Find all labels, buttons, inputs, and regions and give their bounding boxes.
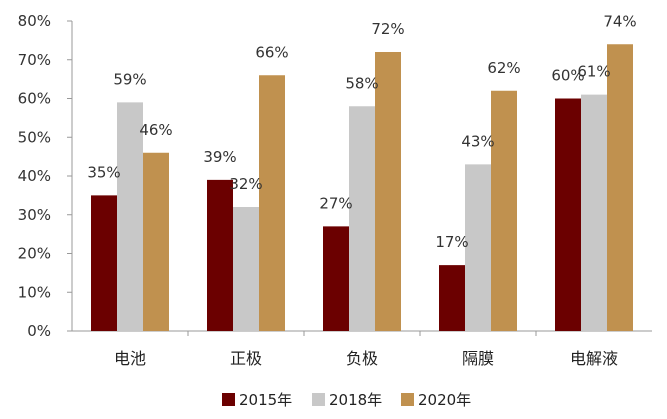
data-label: 27% <box>319 194 352 212</box>
legend-swatch-0 <box>222 393 235 406</box>
y-axis: 0% 10% 20% 30% 40% 50% 60% 70% 80% <box>18 12 73 340</box>
data-label: 58% <box>345 74 378 92</box>
bar-0-2 <box>323 226 349 331</box>
data-label: 74% <box>603 12 636 30</box>
bar-1-1 <box>233 207 259 331</box>
bar-0-4 <box>555 98 581 331</box>
legend-swatch-1 <box>312 393 325 406</box>
data-label: 72% <box>371 20 404 38</box>
bar-1-4 <box>581 94 607 331</box>
data-label: 59% <box>113 70 146 88</box>
bar-0-3 <box>439 265 465 331</box>
data-label: 46% <box>139 121 172 139</box>
y-tick-label: 10% <box>18 283 51 301</box>
bar-1-3 <box>465 164 491 331</box>
x-category-label: 正极 <box>230 349 262 368</box>
legend-label: 2020年 <box>418 391 471 409</box>
bar-1-2 <box>349 106 375 331</box>
x-category-label: 隔膜 <box>462 349 494 368</box>
x-axis: 电池 正极 负极 隔膜 电解液 <box>72 330 652 368</box>
x-category-label: 电池 <box>114 349 146 368</box>
y-tick-label: 30% <box>18 206 51 224</box>
bar-2-2 <box>375 52 401 331</box>
y-tick-label: 60% <box>18 90 51 108</box>
data-label: 35% <box>87 163 120 181</box>
bar-1-0 <box>117 102 143 331</box>
bar-2-0 <box>143 152 169 331</box>
y-tick-label: 70% <box>18 51 51 69</box>
bar-2-1 <box>259 75 285 331</box>
y-tick-label: 40% <box>18 167 51 185</box>
bars <box>91 44 633 331</box>
legend: 2015年 2018年 2020年 <box>222 391 471 409</box>
data-label: 17% <box>435 233 468 251</box>
data-label: 32% <box>229 175 262 193</box>
data-label: 62% <box>487 59 520 77</box>
y-tick-label: 50% <box>18 128 51 146</box>
y-tick-label: 0% <box>27 322 51 340</box>
bar-2-3 <box>491 90 517 331</box>
data-labels: 35% 59% 46% 39% 32% 66% 27% 58% 72% 17% 43% 62% 60%6… <box>87 12 636 251</box>
bar-2-4 <box>607 44 633 331</box>
data-label: 60% <box>551 67 584 85</box>
data-label: 43% <box>461 132 494 150</box>
legend-label: 2015年 <box>239 391 292 409</box>
legend-label: 2018年 <box>329 391 382 409</box>
bar-0-1 <box>207 179 233 331</box>
data-label: 66% <box>255 43 288 61</box>
x-category-label: 负极 <box>346 349 378 368</box>
data-label: 61% <box>577 63 610 81</box>
legend-swatch-2 <box>401 393 414 406</box>
x-category-label: 电解液 <box>570 349 618 368</box>
y-tick-label: 20% <box>18 245 51 263</box>
y-tick-label: 80% <box>18 12 51 30</box>
bar-0-0 <box>91 195 117 331</box>
data-label: 39% <box>203 148 236 166</box>
